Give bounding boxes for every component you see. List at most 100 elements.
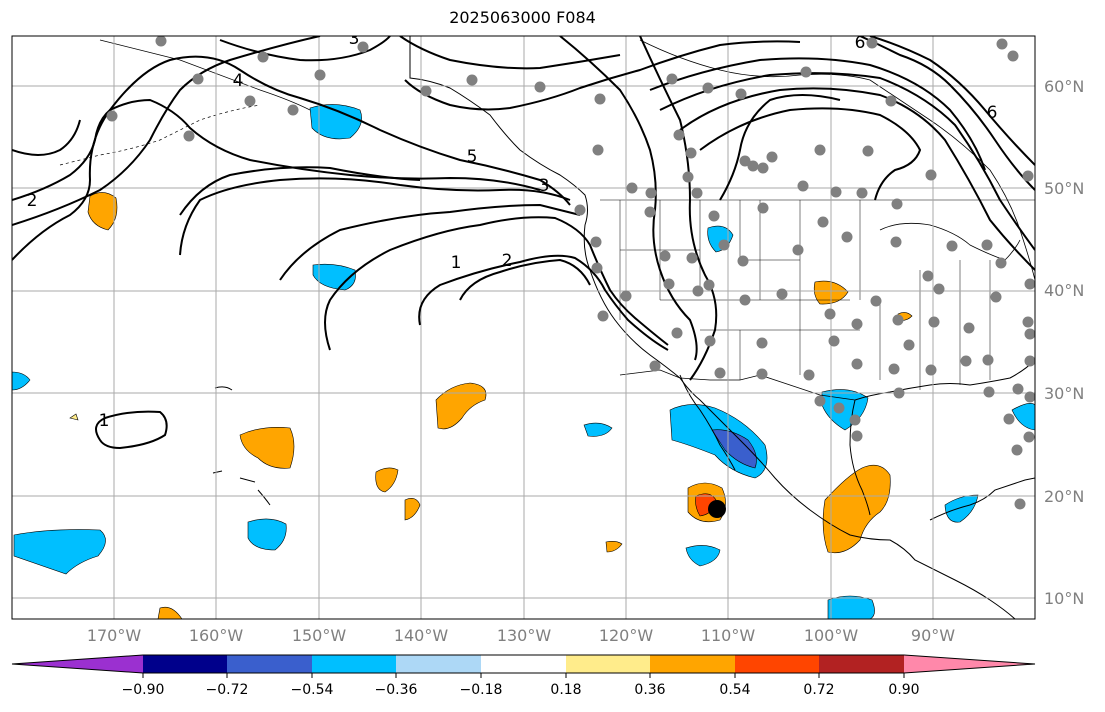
station-dot: [983, 386, 995, 398]
lon-label: 120°W: [598, 626, 654, 645]
station-dot: [682, 171, 694, 183]
station-dot: [756, 368, 768, 380]
station-dot: [828, 335, 840, 347]
station-dot: [673, 129, 685, 141]
colorbar-tick-label: 0.72: [803, 682, 835, 698]
station-dot: [849, 414, 861, 426]
station-dot: [990, 291, 1002, 303]
station-dot: [1024, 355, 1035, 367]
station-dot: [626, 182, 638, 194]
station-dot: [314, 69, 326, 81]
station-dot: [757, 162, 769, 174]
station-dot: [946, 240, 958, 252]
station-dot: [287, 104, 299, 116]
station-dot: [866, 37, 878, 49]
colorbar-tick-label: 0.54: [719, 682, 751, 698]
station-dot: [703, 279, 715, 291]
station-dot: [620, 290, 632, 302]
contour-label: 4: [233, 71, 244, 91]
station-dot: [714, 367, 726, 379]
station-dot: [106, 110, 118, 122]
station-dot: [735, 88, 747, 100]
station-dot: [963, 322, 975, 334]
station-dot: [183, 130, 195, 142]
station-dot: [803, 369, 815, 381]
lon-label: 170°W: [86, 626, 142, 645]
station-dot: [797, 180, 809, 192]
station-dot: [1003, 413, 1015, 425]
station-dot: [357, 41, 369, 53]
contour-label: 1: [99, 411, 110, 431]
colorbar-tick-label: −0.36: [374, 682, 418, 698]
station-dot: [466, 74, 478, 86]
station-dot: [692, 285, 704, 297]
station-dot: [594, 93, 606, 105]
station-dot: [659, 250, 671, 262]
station-dot: [244, 95, 256, 107]
station-dot: [814, 144, 826, 156]
station-dot: [960, 355, 972, 367]
station-dot: [903, 339, 915, 351]
station-dot: [649, 360, 661, 372]
station-dot: [814, 395, 826, 407]
station-dot: [420, 85, 432, 97]
lon-label: 160°W: [188, 626, 244, 645]
station-dot: [708, 210, 720, 222]
station-dot: [933, 283, 945, 295]
colorbar-tick-label: 0.90: [888, 682, 920, 698]
station-dot: [1014, 498, 1026, 510]
contour-label: 3: [349, 29, 360, 49]
station-dot: [862, 145, 874, 157]
station-dot: [686, 252, 698, 264]
contour-label: 2: [502, 251, 513, 271]
station-dot: [982, 354, 994, 366]
lon-label: 90°W: [910, 626, 956, 645]
contour-label-group: 1 1 2 2 3 3 4 5 6 6: [27, 29, 998, 431]
station-dot: [851, 318, 863, 330]
target-point-marker: [708, 500, 726, 518]
contour-label: 5: [467, 147, 478, 167]
station-dot: [691, 187, 703, 199]
station-dot: [817, 216, 829, 228]
station-dot: [1022, 316, 1034, 328]
lon-label: 110°W: [700, 626, 756, 645]
lat-label: 30°N: [1044, 384, 1085, 403]
station-dot: [792, 244, 804, 256]
station-dot: [830, 186, 842, 198]
station-dot: [885, 95, 897, 107]
station-dot: [851, 358, 863, 370]
lon-label: 140°W: [393, 626, 449, 645]
station-dot: [155, 36, 167, 47]
station-dot: [1012, 383, 1024, 395]
station-dot: [666, 73, 678, 85]
colorbar-tick-label: 0.18: [550, 682, 582, 698]
station-dot: [534, 81, 546, 93]
station-dot: [644, 206, 656, 218]
station-dot: [800, 66, 812, 78]
lat-label: 40°N: [1044, 281, 1085, 300]
station-dot: [824, 308, 836, 320]
colorbar-tick-label: −0.90: [121, 682, 165, 698]
colorbar-tick-label: −0.18: [459, 682, 503, 698]
station-dot: [766, 151, 778, 163]
station-dot: [704, 335, 716, 347]
station-dot: [925, 169, 937, 181]
station-dot: [756, 337, 768, 349]
station-dot: [776, 288, 788, 300]
station-dot: [833, 402, 845, 414]
lat-label: 10°N: [1044, 589, 1085, 608]
colorbar-tick-label: −0.72: [205, 682, 249, 698]
station-dot: [892, 314, 904, 326]
station-dot: [702, 82, 714, 94]
station-dot: [192, 73, 204, 85]
map-title: 2025063000 F084: [449, 8, 596, 27]
coastlines: [59, 36, 1035, 619]
lat-label: 50°N: [1044, 179, 1085, 198]
station-dot: [856, 187, 868, 199]
station-dot: [995, 257, 1007, 269]
station-dot: [888, 363, 900, 375]
station-dot: [1024, 328, 1035, 340]
station-dot: [841, 231, 853, 243]
lon-label: 150°W: [291, 626, 347, 645]
station-dot: [981, 239, 993, 251]
